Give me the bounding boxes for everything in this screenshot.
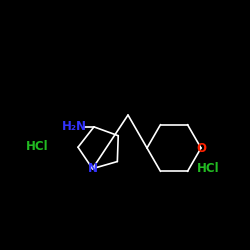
Text: HCl: HCl bbox=[26, 140, 48, 153]
Text: H₂N: H₂N bbox=[62, 120, 86, 133]
Text: O: O bbox=[196, 142, 206, 154]
Text: N: N bbox=[88, 162, 98, 175]
Text: HCl: HCl bbox=[197, 162, 219, 174]
